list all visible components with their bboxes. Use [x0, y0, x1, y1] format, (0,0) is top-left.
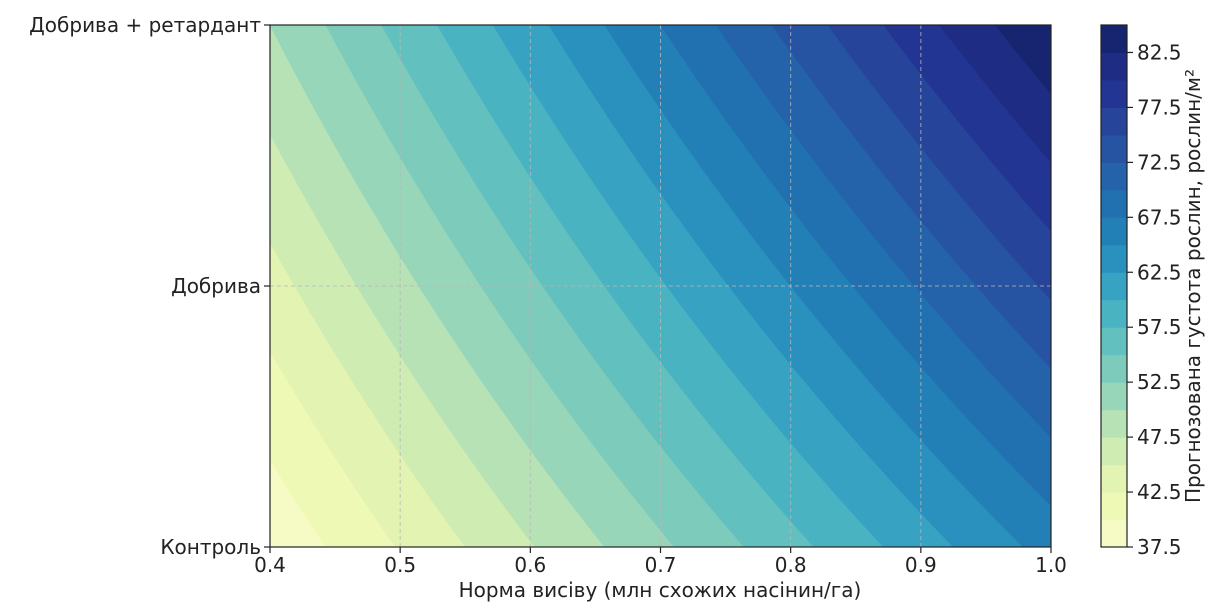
colorbar-swatch	[1101, 52, 1127, 81]
colorbar-swatch	[1101, 382, 1127, 411]
x-tick-label: 1.0	[1035, 553, 1067, 577]
colorbar-tick-label: 37.5	[1137, 535, 1182, 559]
colorbar-swatch	[1101, 437, 1127, 466]
y-axis-ticks: Контроль Добрива Добрива + ретардант	[29, 13, 270, 559]
colorbar-swatch	[1101, 244, 1127, 273]
contour-band	[715, 25, 1051, 438]
colorbar-swatch	[1101, 272, 1127, 301]
y-tick-label: Контроль	[160, 535, 261, 559]
colorbar-swatch	[1101, 79, 1127, 108]
colorbar-label: Прогнозована густота рослин, рослин/м²	[1181, 69, 1205, 503]
x-tick-label: 0.9	[905, 553, 937, 577]
colorbar-swatch	[1101, 409, 1127, 438]
colorbar-swatch	[1101, 107, 1127, 136]
contour-band	[939, 25, 1051, 163]
x-tick-label: 0.7	[645, 553, 677, 577]
colorbar-swatch	[1101, 464, 1127, 493]
colorbar-frame	[1100, 24, 1128, 548]
colorbar-tick-label: 72.5	[1137, 150, 1182, 174]
x-axis-ticks: 0.4 0.5 0.6 0.7 0.8 0.9 1.0	[254, 547, 1067, 577]
colorbar-swatch	[1101, 327, 1127, 356]
colorbar-tick-label: 82.5	[1137, 40, 1182, 64]
x-tick-label: 0.8	[775, 553, 807, 577]
y-tick-label: Добрива	[171, 274, 261, 298]
colorbar-swatch	[1101, 217, 1127, 246]
colorbar-swatch	[1101, 25, 1127, 53]
x-tick-label: 0.4	[254, 553, 286, 577]
colorbar-swatch	[1101, 189, 1127, 218]
contour-bands	[270, 25, 1051, 547]
contour-band	[994, 25, 1051, 95]
colorbar-swatch	[1101, 519, 1127, 548]
colorbar-tick-label: 52.5	[1137, 370, 1182, 394]
colorbar-tick-label: 47.5	[1137, 425, 1182, 449]
colorbar-tick-label: 62.5	[1137, 260, 1182, 284]
x-tick-label: 0.6	[514, 553, 546, 577]
x-axis-label: Норма висіву (млн схожих насінин/га)	[459, 578, 862, 602]
colorbar-swatch	[1101, 354, 1127, 383]
colorbar-tick-label: 57.5	[1137, 315, 1182, 339]
colorbar-tick-label: 77.5	[1137, 95, 1182, 119]
colorbar-swatch	[1101, 134, 1127, 163]
contour-band	[827, 25, 1051, 301]
colorbar: 37.5 42.5 47.5 52.5 57.5 62.5 67.5 72.5 77.5 82.5	[1100, 24, 1182, 559]
contour-band	[883, 25, 1051, 232]
y-tick-label: Добрива + ретардант	[29, 13, 261, 37]
colorbar-swatch	[1101, 492, 1127, 521]
x-tick-label: 0.5	[384, 553, 416, 577]
colorbar-tick-label: 67.5	[1137, 205, 1182, 229]
contour-band	[771, 25, 1051, 369]
colorbar-swatch	[1101, 299, 1127, 328]
contour-band	[270, 459, 327, 547]
colorbar-tick-label: 42.5	[1137, 480, 1182, 504]
colorbar-swatch	[1101, 162, 1127, 191]
